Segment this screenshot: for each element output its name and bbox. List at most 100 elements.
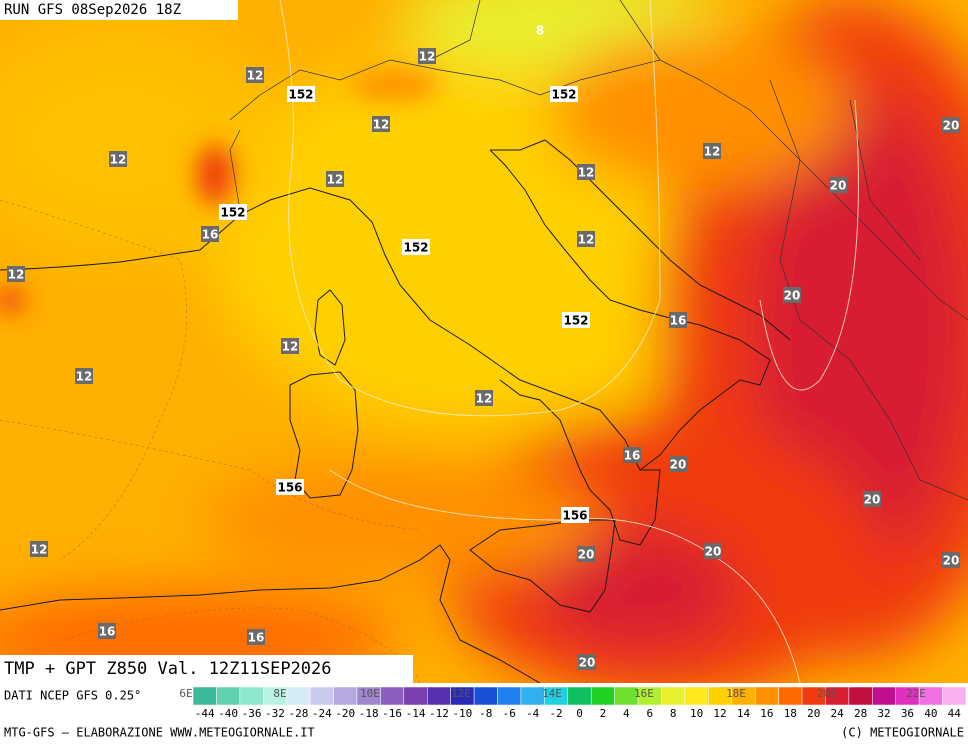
color-swatch [192,686,217,706]
contour-label: 20 [864,493,881,507]
contour-label-box [562,312,590,328]
coastline [489,149,771,471]
contour-label-box [561,507,589,523]
corsica [314,289,346,366]
color-swatch [497,686,522,706]
color-swatch [872,686,896,706]
color-swatch [754,686,779,706]
contour-label-box [578,654,596,670]
colorbar-label: -18 [359,707,379,720]
field-title: TMP + GPT Z850 Val. 12Z11SEP2026 [4,659,332,679]
contour-label: 12 [282,340,299,354]
color-swatch [567,686,592,706]
color-swatch [778,686,803,706]
contour-label-box [577,231,595,247]
contour-label: 12 [373,118,390,132]
contour-label: 12 [578,166,595,180]
contour-label: 20 [578,548,595,562]
coastline [0,187,661,546]
contour-label-box [326,171,344,187]
contour-label: 20 [705,545,722,559]
longitude-label: 18E [726,687,746,700]
contour-label-box [75,368,93,384]
colorbar-label: -20 [335,707,355,720]
colorbar-label: 24 [831,707,845,720]
contour-label: 20 [943,554,960,568]
contour-label: 152 [220,206,245,220]
longitude-label: 12E [451,687,471,700]
colorbar-label: 36 [901,707,914,720]
contour-label-box [942,552,960,568]
color-swatch [848,686,873,706]
contour-label: 8 [536,24,544,38]
contour-label-box [276,479,304,495]
colorbar-label: 20 [807,707,820,720]
colorbar-label: -12 [429,707,449,720]
contour-label-box [475,390,493,406]
header-box [0,0,238,20]
color-swatch [309,686,334,706]
contour-label-box [201,226,219,242]
colorbar-label: 2 [600,707,607,720]
contour-label-box [942,117,960,133]
color-swatch [239,686,264,706]
contour-label-box [98,623,116,639]
contour-label: 20 [579,656,596,670]
colorbar-label: 14 [737,707,751,720]
contour-label: 12 [476,392,493,406]
color-swatch [684,686,709,706]
colorbar-label: 32 [877,707,890,720]
longitude-label: 16E [634,687,654,700]
contour-label-box [7,266,25,282]
colorbar-label: 0 [576,707,583,720]
color-swatch [216,686,241,706]
data-source: DATI NCEP GFS 0.25° [4,689,141,703]
color-swatch [590,686,615,706]
contour-label-box [550,86,578,102]
colorbar-label: -6 [503,707,516,720]
contour-label: 12 [247,69,264,83]
contour-label-box [577,546,595,562]
colorbar-label: -44 [195,707,215,720]
contour-label: 20 [670,458,687,472]
colorbar-label: -14 [406,707,426,720]
isoline [279,0,859,683]
credit: MTG-GFS — ELABORAZIONE WWW.METEOGIORNALE… [4,726,315,740]
border [229,0,968,501]
contour-label: 12 [327,173,344,187]
contour-label: 152 [288,88,313,102]
color-swatch [403,686,428,706]
colorbar-label: -36 [242,707,262,720]
contour-label-box [829,177,847,193]
contour-label: 12 [704,145,721,159]
colorbar-label: -28 [288,707,308,720]
colorbar-label: -32 [265,707,285,720]
contour-label: 20 [784,289,801,303]
contour-label-box [30,541,48,557]
isoline [0,199,421,683]
contour-label: 12 [578,233,595,247]
colorbar-label: 16 [760,707,773,720]
color-swatch [942,686,967,706]
colorbar: -44 -40 -36 -32 -28 -24 -20 -18 -16 -14 -12 -10 -8 -6… [179,686,967,720]
contour-label-box [623,447,641,463]
colorbar-label: -24 [312,707,332,720]
colorbar-label: -8 [479,707,492,720]
contour-label-box [669,312,687,328]
contour-label-box [703,143,721,159]
contour-label: 16 [248,631,265,645]
contour-label: 152 [563,314,588,328]
sicily [469,519,616,613]
contour-label-box [418,48,436,64]
contour-label: 16 [624,449,641,463]
field-box [0,655,413,684]
temperature-field [0,0,968,683]
contour-label: 12 [419,50,436,64]
colorbar-label: -40 [218,707,238,720]
color-swatch [333,686,358,706]
longitude-label: 22E [906,687,926,700]
copyright: (C) METEOGIORNALE [841,726,964,740]
color-swatch [426,686,451,706]
